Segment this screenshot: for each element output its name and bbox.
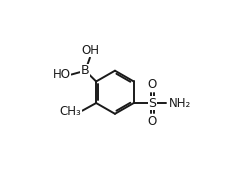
Text: O: O	[148, 78, 157, 91]
Text: OH: OH	[81, 44, 99, 57]
Text: NH₂: NH₂	[168, 96, 191, 110]
Text: HO: HO	[52, 68, 70, 81]
Text: CH₃: CH₃	[60, 105, 82, 118]
Text: S: S	[148, 96, 156, 110]
Text: O: O	[148, 115, 157, 128]
Text: B: B	[81, 64, 90, 77]
